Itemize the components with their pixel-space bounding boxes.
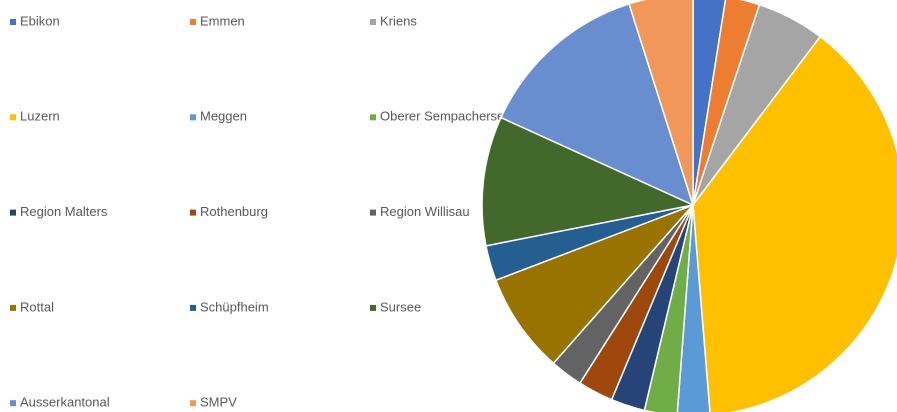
pie-slice	[494, 204, 694, 365]
legend-swatch	[190, 114, 196, 121]
legend-swatch	[190, 209, 196, 216]
legend-label: Ausserkantonal	[20, 395, 110, 410]
legend-swatch	[10, 19, 16, 25]
legend-label: Region Willisau	[380, 204, 470, 219]
legend-swatch	[370, 19, 376, 25]
legend-label: SMPV	[200, 395, 237, 410]
legend-label: Meggen	[200, 109, 247, 124]
legend-swatch	[370, 304, 376, 311]
legend-swatch	[10, 304, 16, 311]
legend-swatch	[190, 400, 196, 407]
legend-swatch	[10, 400, 16, 407]
legend-swatch	[370, 114, 376, 121]
legend-label: Region Malters	[20, 204, 108, 219]
legend-label: Kriens	[380, 13, 417, 28]
legend-label: Emmen	[200, 13, 245, 28]
legend-label: Oberer Sempachersee	[380, 109, 512, 124]
legend-label: Rottal	[20, 299, 54, 314]
pie-slice	[481, 116, 696, 247]
legend-label: Schüpfheim	[200, 299, 269, 314]
pie-slice	[676, 204, 711, 412]
legend-label: Ebikon	[20, 13, 60, 28]
legend-swatch	[370, 209, 376, 216]
legend-swatch	[10, 114, 16, 121]
legend-swatch	[10, 209, 16, 216]
legend-label: Sursee	[380, 299, 421, 314]
pie-slice	[692, 35, 897, 412]
legend-swatch	[190, 304, 196, 311]
pie-slice	[692, 0, 727, 206]
legend-label: Rothenburg	[200, 204, 268, 219]
legend-label: Luzern	[20, 109, 60, 124]
pie-slice	[628, 0, 694, 206]
legend-swatch	[190, 19, 196, 25]
